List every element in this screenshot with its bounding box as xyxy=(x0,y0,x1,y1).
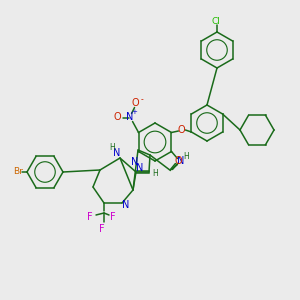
Text: +: + xyxy=(132,110,137,116)
Text: Cl: Cl xyxy=(212,16,220,26)
Text: Br: Br xyxy=(13,167,23,176)
Text: H: H xyxy=(152,169,158,178)
Text: O: O xyxy=(178,125,185,135)
Text: N: N xyxy=(136,163,144,173)
Text: O: O xyxy=(132,98,140,109)
Text: O: O xyxy=(114,112,122,122)
Text: O: O xyxy=(175,155,182,166)
Text: F: F xyxy=(110,212,116,222)
Text: F: F xyxy=(99,224,105,234)
Text: -: - xyxy=(140,95,143,104)
Text: H: H xyxy=(184,152,189,161)
Text: N: N xyxy=(113,148,121,158)
Text: N: N xyxy=(122,200,130,210)
Text: F: F xyxy=(87,212,93,222)
Text: N: N xyxy=(177,157,184,166)
Text: H: H xyxy=(109,142,115,152)
Text: N: N xyxy=(131,157,139,167)
Text: N: N xyxy=(126,112,133,122)
